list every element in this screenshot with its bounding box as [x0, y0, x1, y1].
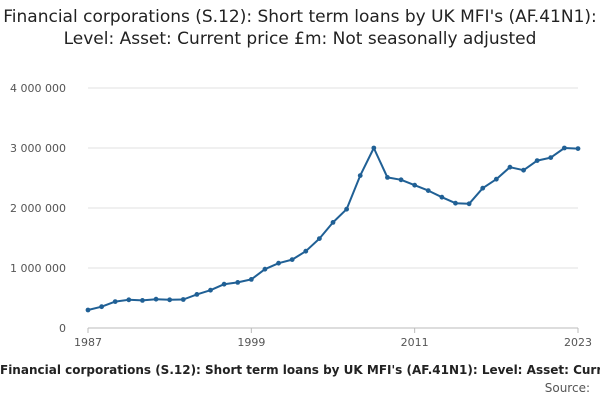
data-point[interactable] [575, 146, 581, 152]
chart-title: Financial corporations (S.12): Short ter… [3, 7, 597, 49]
gridlines [88, 87, 578, 329]
x-axis-ticks: 1987 1999 2011 2023 [74, 328, 592, 349]
data-point[interactable] [180, 297, 186, 302]
data-point[interactable] [194, 292, 200, 297]
series-line-group [87, 147, 579, 311]
data-point[interactable] [344, 206, 350, 212]
data-point[interactable] [439, 194, 445, 200]
y-axis-ticks: 0 1 000 000 2 000 000 3 000 000 4 000 000 [10, 82, 66, 335]
data-point[interactable] [507, 164, 513, 170]
x-tick-label: 1987 [74, 336, 102, 349]
data-point[interactable] [398, 177, 404, 183]
x-tick-label: 2011 [401, 336, 429, 349]
data-point[interactable] [140, 298, 145, 303]
data-point[interactable] [289, 257, 295, 262]
data-point[interactable] [262, 266, 268, 272]
data-point[interactable] [126, 297, 132, 303]
data-point[interactable] [425, 188, 431, 194]
data-point[interactable] [371, 145, 377, 151]
data-point[interactable] [316, 236, 322, 242]
data-point[interactable] [466, 201, 472, 207]
data-point[interactable] [153, 296, 159, 302]
data-point[interactable] [276, 260, 281, 266]
series-points-group [85, 145, 581, 313]
data-point[interactable] [85, 307, 91, 313]
data-point[interactable] [248, 277, 254, 282]
x-tick-label: 2023 [564, 336, 592, 349]
data-point[interactable] [99, 304, 105, 310]
data-point[interactable] [357, 173, 363, 179]
data-point[interactable] [221, 281, 227, 287]
data-point[interactable] [167, 297, 173, 303]
data-point[interactable] [453, 200, 458, 206]
legend-series-label: Financial corporations (S.12): Short ter… [0, 363, 600, 377]
data-point[interactable] [480, 185, 486, 191]
data-point[interactable] [235, 280, 241, 285]
data-point[interactable] [330, 220, 336, 225]
x-tick-label: 1999 [237, 336, 265, 349]
y-tick-label: 0 [59, 322, 66, 335]
y-tick-label: 1 000 000 [10, 262, 66, 275]
data-point[interactable] [548, 155, 554, 161]
source-label: Source: [544, 381, 590, 395]
data-point[interactable] [112, 299, 118, 304]
data-point[interactable] [493, 176, 499, 182]
y-tick-label: 2 000 000 [10, 202, 66, 215]
data-point[interactable] [208, 287, 213, 293]
series-line [87, 147, 579, 311]
data-point[interactable] [534, 158, 540, 164]
data-point[interactable] [303, 248, 309, 254]
data-point[interactable] [412, 182, 418, 188]
y-tick-label: 4 000 000 [10, 82, 66, 95]
y-tick-label: 3 000 000 [10, 142, 66, 155]
data-point[interactable] [561, 145, 567, 151]
data-point[interactable] [385, 175, 390, 180]
data-point[interactable] [521, 167, 526, 173]
legend: Financial corporations (S.12): Short ter… [0, 363, 600, 381]
